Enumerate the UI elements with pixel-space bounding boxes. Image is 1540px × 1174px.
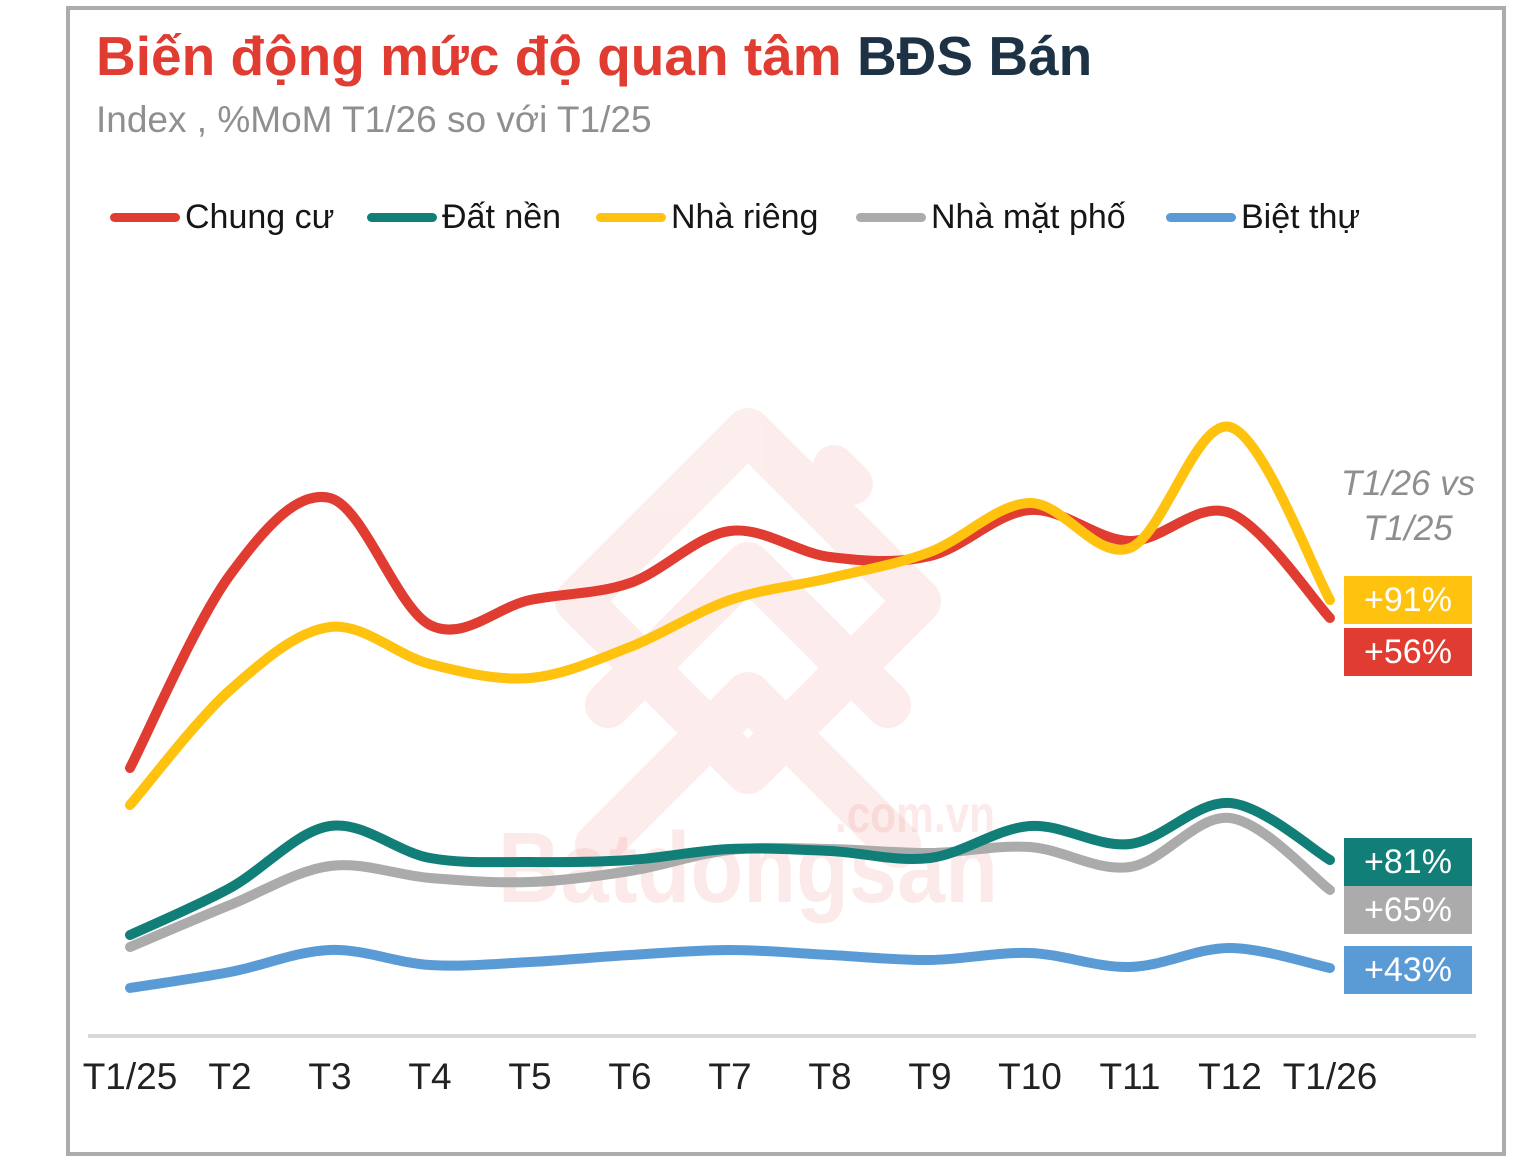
- change-badge-1: +91%: [1344, 576, 1472, 624]
- x-axis-label-t6: T6: [608, 1056, 652, 1097]
- watermark-text: Batdongsan: [498, 812, 998, 924]
- comparison-note-line1: T1/26 vs: [1340, 464, 1476, 503]
- series-line-chung-cư: [125, 491, 1335, 773]
- watermark-chevron-1: [585, 542, 911, 728]
- change-badge-5: +43%: [1344, 946, 1472, 994]
- x-axis-label-t3: T3: [308, 1056, 352, 1097]
- x-axis-label-t5: T5: [508, 1056, 552, 1097]
- legend-item-3: Nhà riêng: [596, 196, 818, 238]
- legend-swatch: [1166, 212, 1236, 222]
- legend-item-2: Đất nền: [367, 196, 561, 238]
- x-axis-label-t1-25: T1/25: [82, 1056, 178, 1097]
- page-title-highlight: Biến động mức độ quan tâm: [96, 25, 857, 87]
- legend-label: Chung cư: [185, 197, 335, 236]
- comparison-note-line2: T1/25: [1363, 509, 1453, 548]
- watermark-logo: [555, 408, 941, 868]
- x-axis-label-t11: T11: [1099, 1056, 1161, 1097]
- legend-item-1: Chung cư: [110, 196, 334, 238]
- legend-swatch: [110, 212, 180, 222]
- legend-swatch: [596, 212, 666, 222]
- legend-swatch: [856, 212, 926, 222]
- watermark-chimney: [813, 445, 873, 505]
- legend-label: Nhà riêng: [671, 197, 819, 236]
- x-axis-label-t8: T8: [808, 1056, 852, 1097]
- comparison-note: T1/26 vs T1/25: [1318, 461, 1498, 551]
- x-axis-label-t4: T4: [408, 1056, 452, 1097]
- legend-label: Đất nền: [442, 197, 562, 236]
- change-badge-3: +81%: [1344, 838, 1472, 886]
- series-line-biệt-thự: [125, 942, 1335, 993]
- series-line-nhà-riêng: [125, 421, 1335, 810]
- page-title-rest: BĐS Bán: [856, 25, 1093, 87]
- legend-swatch: [367, 212, 437, 222]
- x-axis-label-t9: T9: [908, 1056, 952, 1097]
- watermark-diamond: [555, 408, 941, 794]
- chart-subtitle: Index , %MoM T1/26 so với T1/25: [96, 99, 652, 140]
- chart-frame: [66, 6, 1506, 1156]
- legend-item-4: Nhà mặt phố: [856, 196, 1126, 238]
- x-axis-label-t1-26: T1/26: [1282, 1056, 1378, 1097]
- x-axis-label-t12: T12: [1198, 1056, 1262, 1097]
- x-axis-label-t10: T10: [998, 1056, 1062, 1097]
- x-axis-label-t7: T7: [708, 1056, 752, 1097]
- series-line-đất-nền: [125, 797, 1335, 940]
- x-axis-label-t2: T2: [208, 1056, 252, 1097]
- watermark-chevron-2: [575, 672, 921, 868]
- page-title: Biến động mức độ quan tâm BĐS Bán: [96, 24, 1092, 88]
- change-badge-4: +65%: [1344, 886, 1472, 934]
- watermark-suffix-text: .com.vn: [835, 786, 995, 844]
- change-badge-2: +56%: [1344, 628, 1472, 676]
- legend-label: Nhà mặt phố: [931, 197, 1126, 236]
- legend-item-5: Biệt thự: [1166, 196, 1360, 238]
- legend-label: Biệt thự: [1241, 197, 1361, 236]
